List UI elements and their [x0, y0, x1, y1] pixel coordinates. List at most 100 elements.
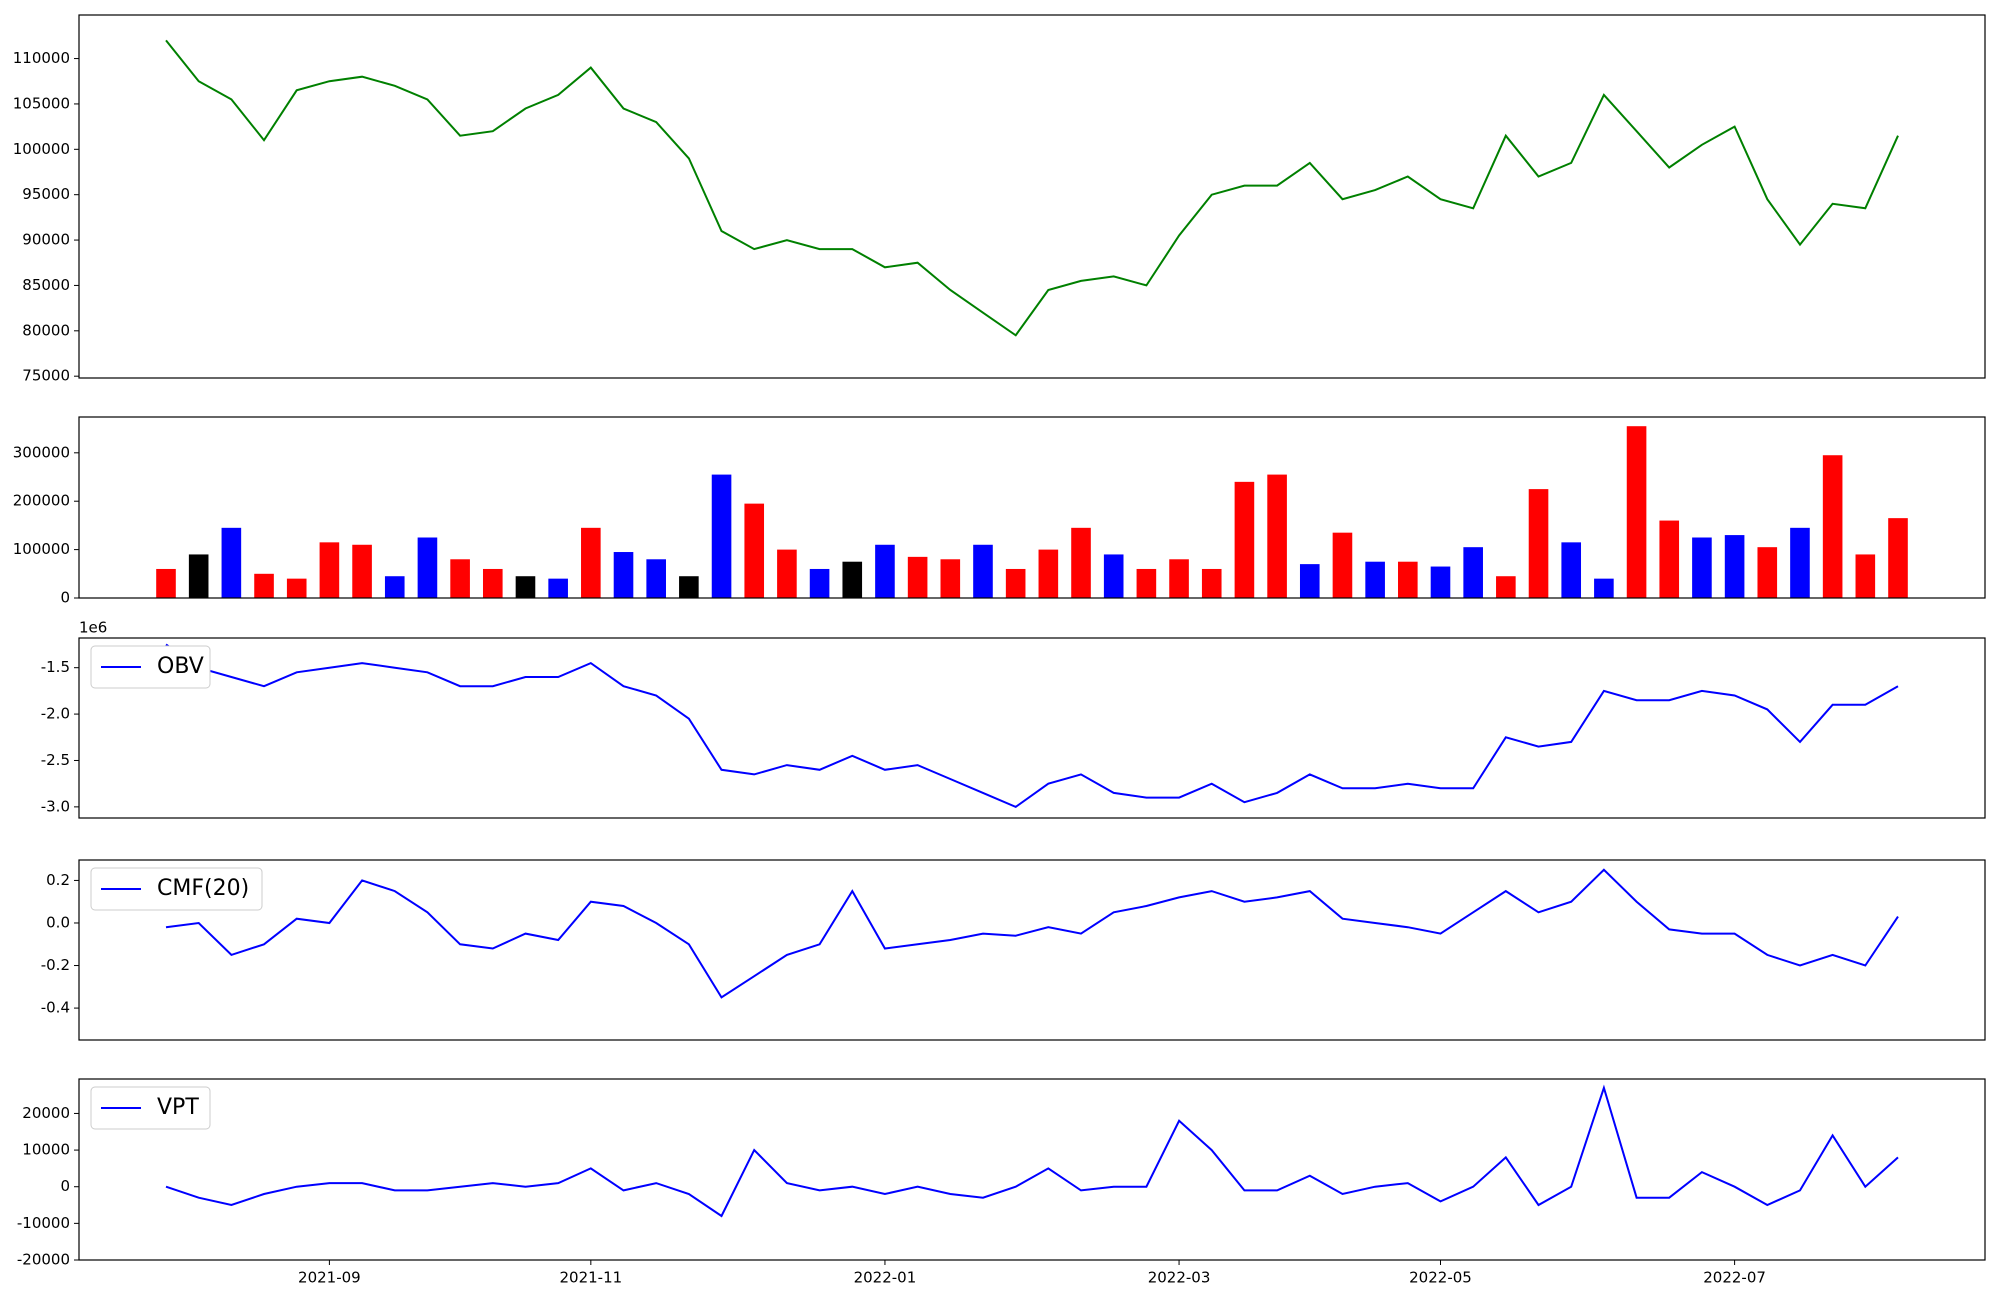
volume-bar: [1496, 576, 1516, 598]
y-tick-label: 75000: [22, 367, 70, 385]
y-tick-label: -2.5: [41, 751, 70, 769]
y-tick-label: 90000: [22, 231, 70, 249]
volume-bar: [417, 537, 438, 598]
volume-bar: [1822, 455, 1843, 598]
volume-bar: [1528, 489, 1549, 598]
volume-bar: [188, 554, 209, 598]
y-tick-label: 100000: [13, 540, 70, 558]
y-tick-label: 200000: [13, 492, 70, 510]
volume-bar: [679, 576, 699, 598]
volume-bar: [1103, 554, 1124, 598]
legend-box: [90, 645, 211, 689]
volume-bar: [1430, 566, 1451, 598]
line: [165, 643, 1899, 809]
volume-bar: [1299, 564, 1320, 598]
y-tick-label: -0.4: [41, 999, 70, 1017]
y-tick-label: -20000: [17, 1251, 70, 1269]
volume-bar: [1201, 568, 1222, 598]
volume-bar: [1888, 518, 1908, 598]
axes-frame: [78, 859, 1986, 1041]
volume-bar: [1267, 474, 1287, 598]
y-tick-label: 85000: [22, 276, 70, 294]
y-tick-label: 300000: [13, 443, 70, 461]
volume-bar: [1398, 561, 1418, 598]
volume-bar: [1757, 547, 1778, 598]
y-tick-label: 0: [60, 1177, 70, 1195]
volume-bar: [1561, 542, 1582, 598]
volume-bar: [842, 561, 863, 598]
y-tick-label: 80000: [22, 321, 70, 339]
y-tick-label: 0.0: [46, 913, 70, 931]
x-tick-label: 2021-09: [298, 1269, 361, 1287]
legend: OBV: [90, 645, 211, 689]
volume-bar: [1594, 578, 1614, 598]
y-tick-label: 10000: [22, 1141, 70, 1159]
volume-bar: [1365, 561, 1385, 598]
legend-label: VPT: [157, 1095, 199, 1120]
volume-bar: [254, 573, 274, 598]
volume-bar: [581, 527, 601, 598]
volume-bar: [286, 578, 307, 598]
volume-bar: [482, 568, 503, 598]
volume-bar: [809, 568, 830, 598]
volume-bar: [319, 542, 340, 598]
volume-bar: [907, 556, 928, 598]
volume-bar: [352, 544, 372, 598]
volume-bar: [1038, 549, 1059, 598]
y-tick-label: -10000: [17, 1214, 70, 1232]
legend-label: CMF(20): [157, 876, 249, 901]
volume-bar: [156, 568, 176, 598]
volume-bar: [384, 576, 405, 598]
y-tick-label: 20000: [22, 1104, 70, 1122]
y-tick-label: 0.2: [46, 871, 70, 889]
volume-bar: [1692, 537, 1712, 598]
volume-bar: [221, 527, 242, 598]
line: [165, 1084, 1899, 1218]
volume-bar: [646, 559, 666, 598]
y-tick-label: 95000: [22, 185, 70, 203]
offset-label: 1e6: [79, 619, 107, 637]
legend-box: [90, 1086, 211, 1130]
volume-bar: [613, 552, 634, 598]
x-tick-label: 2022-03: [1148, 1269, 1211, 1287]
axes-frame: [78, 14, 1986, 379]
volume-bar: [1071, 527, 1091, 598]
y-tick-label: 0: [60, 589, 70, 607]
volume-bar: [1626, 426, 1647, 598]
volume-bar: [875, 544, 895, 598]
legend: CMF(20): [90, 867, 263, 911]
volume-bar: [777, 549, 797, 598]
volume-bar: [973, 544, 993, 598]
y-tick-label: 105000: [13, 94, 70, 112]
y-tick-label: -2.0: [41, 705, 70, 723]
volume-bar: [1659, 520, 1680, 598]
volume-bar: [1724, 535, 1745, 598]
legend-box: [90, 867, 263, 911]
line: [165, 868, 1899, 999]
volume-bar: [1005, 568, 1026, 598]
volume-bar: [711, 474, 732, 598]
y-tick-label: -3.0: [41, 797, 70, 815]
volume-bar: [515, 576, 536, 598]
volume-bar: [1855, 554, 1876, 598]
volume-bar: [1234, 481, 1255, 598]
volume-bar: [1790, 527, 1810, 598]
volume-bar: [450, 559, 470, 598]
y-tick-label: -1.5: [41, 658, 70, 676]
volume-bar: [1136, 568, 1157, 598]
legend-label: OBV: [157, 654, 204, 679]
volume-bar: [1332, 532, 1353, 598]
volume-bar: [744, 503, 765, 598]
x-tick-label: 2021-11: [559, 1269, 622, 1287]
legend: VPT: [90, 1086, 211, 1130]
volume-bar: [1169, 559, 1189, 598]
x-tick-label: 2022-01: [854, 1269, 917, 1287]
x-tick-label: 2022-07: [1703, 1269, 1766, 1287]
y-tick-label: 110000: [13, 49, 70, 67]
axes-frame: [78, 637, 1986, 819]
volume-bar: [940, 559, 961, 598]
x-tick-label: 2022-05: [1409, 1269, 1472, 1287]
axes-frame: [78, 1078, 1986, 1261]
volume-bar: [548, 578, 568, 598]
